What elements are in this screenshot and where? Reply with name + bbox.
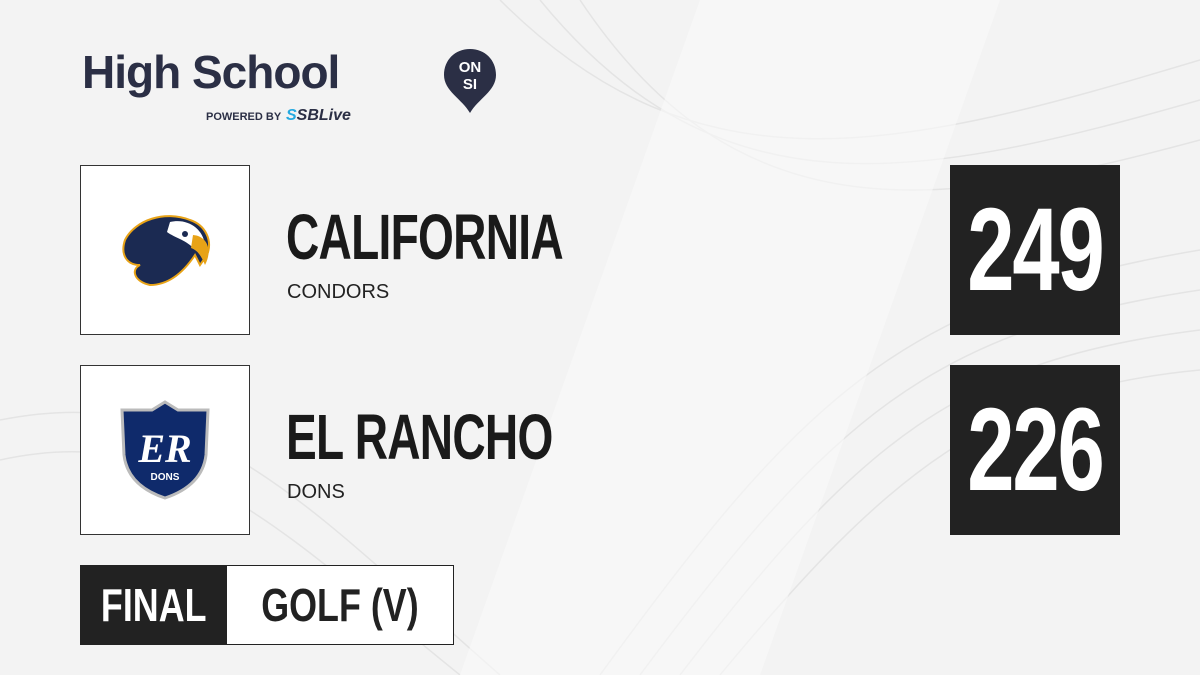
sblive-logo: SSBLive <box>286 107 351 125</box>
team-score: 226 <box>950 365 1120 535</box>
brand-title: High School <box>82 46 340 98</box>
sport-label: GOLF (V) <box>261 579 419 631</box>
condor-logo-icon <box>122 215 210 287</box>
score-value: 249 <box>967 184 1104 316</box>
team-name: EL RANCHO <box>286 401 553 473</box>
badge-top: ON <box>459 59 482 76</box>
team-mascot: DONS <box>287 481 345 503</box>
team-logo-california <box>80 165 250 335</box>
team-score: 249 <box>950 165 1120 335</box>
powered-by: POWERED BY <box>206 111 282 123</box>
score-value: 226 <box>967 384 1104 516</box>
sblive-mark: S <box>286 107 297 124</box>
team-logo-el-rancho: ER DONS <box>80 365 250 535</box>
on-si-pin-icon: ON SI <box>444 49 496 113</box>
er-shield-logo-icon: ER DONS <box>120 400 210 500</box>
final-badge: FINAL <box>81 566 227 644</box>
shield-letters: ER <box>137 426 191 471</box>
sport-badge: GOLF (V) <box>227 566 453 644</box>
shield-text: DONS <box>151 472 180 483</box>
sblive-text: SBLive <box>296 107 351 124</box>
game-status: FINAL GOLF (V) <box>80 565 454 645</box>
team-mascot: CONDORS <box>287 281 390 303</box>
status-label: FINAL <box>101 579 207 631</box>
badge-bottom: SI <box>463 76 477 93</box>
team-name: CALIFORNIA <box>286 201 564 273</box>
